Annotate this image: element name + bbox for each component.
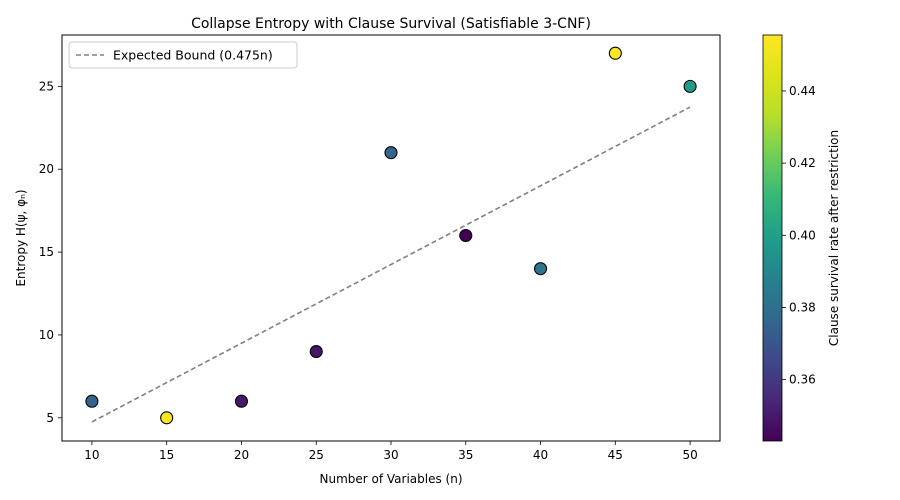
- y-tick-label: 15: [39, 245, 54, 259]
- data-point: [234, 394, 249, 408]
- x-tick-label: 15: [159, 448, 174, 462]
- colorbar: 0.36 0.38 0.40 0.42 0.44 Clause survival rat…: [762, 34, 841, 442]
- x-axis: 10 15 20 25 30 35 40 45 50: [84, 441, 698, 462]
- y-tick-label: 10: [39, 328, 54, 342]
- data-point: [160, 411, 174, 425]
- data-point: [608, 46, 622, 60]
- x-tick-label: 20: [234, 448, 249, 462]
- colorbar-tick-label: 0.40: [789, 228, 816, 242]
- data-point: [533, 262, 548, 276]
- expected-bound-line: [91, 106, 691, 423]
- x-axis-label: Number of Variables (n): [319, 472, 462, 486]
- plot-area: [61, 34, 721, 442]
- colorbar-label: Clause survival rate after restriction: [827, 130, 841, 346]
- x-tick-label: 45: [608, 448, 623, 462]
- colorbar-tick-label: 0.38: [789, 300, 816, 314]
- data-point: [459, 228, 473, 243]
- y-axis: 5 10 15 20 25: [39, 79, 62, 425]
- plot-frame: [61, 34, 721, 442]
- colorbar-tick-label: 0.36: [789, 373, 816, 387]
- colorbar-tick-label: 0.44: [789, 84, 816, 98]
- colorbar-gradient: [762, 34, 783, 442]
- x-tick-label: 50: [682, 448, 697, 462]
- colorbar-tick-label: 0.42: [789, 156, 816, 170]
- x-tick-label: 40: [533, 448, 548, 462]
- legend-box: [68, 41, 298, 69]
- x-tick-label: 25: [309, 448, 324, 462]
- y-tick-label: 25: [39, 79, 54, 93]
- x-tick-label: 35: [458, 448, 473, 462]
- legend: Expected Bound (0.475n): [68, 41, 298, 69]
- y-axis-label: Entropy H(ψ, φₙ): [14, 189, 28, 286]
- data-point: [384, 146, 398, 160]
- chart-title: Collapse Entropy with Clause Survival (S…: [191, 16, 591, 32]
- data-point: [309, 344, 323, 359]
- y-tick-label: 20: [39, 162, 54, 176]
- legend-label: Expected Bound (0.475n): [113, 48, 273, 63]
- y-tick-label: 5: [46, 411, 54, 425]
- x-tick-label: 10: [84, 448, 99, 462]
- data-point: [683, 79, 697, 93]
- data-point: [85, 394, 99, 408]
- x-tick-label: 30: [383, 448, 398, 462]
